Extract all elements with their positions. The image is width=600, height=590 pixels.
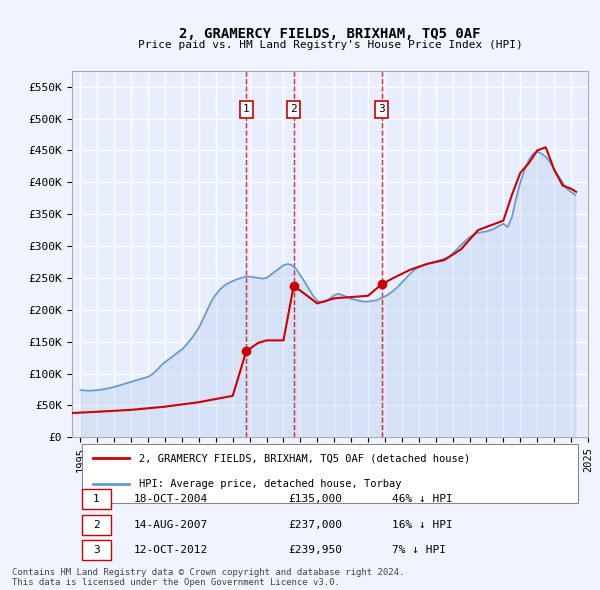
Text: 2: 2 — [93, 520, 100, 530]
Text: £237,000: £237,000 — [289, 520, 343, 530]
Text: 3: 3 — [93, 545, 100, 555]
Text: 2: 2 — [290, 104, 297, 114]
Text: Price paid vs. HM Land Registry's House Price Index (HPI): Price paid vs. HM Land Registry's House … — [137, 40, 523, 50]
Text: 18-OCT-2004: 18-OCT-2004 — [134, 494, 208, 504]
Text: £135,000: £135,000 — [289, 494, 343, 504]
Text: 1: 1 — [93, 494, 100, 504]
Text: 2, GRAMERCY FIELDS, BRIXHAM, TQ5 0AF: 2, GRAMERCY FIELDS, BRIXHAM, TQ5 0AF — [179, 27, 481, 41]
FancyBboxPatch shape — [82, 540, 110, 560]
Text: 14-AUG-2007: 14-AUG-2007 — [134, 520, 208, 530]
Text: 46% ↓ HPI: 46% ↓ HPI — [392, 494, 452, 504]
FancyBboxPatch shape — [82, 514, 110, 535]
Text: HPI: Average price, detached house, Torbay: HPI: Average price, detached house, Torb… — [139, 478, 401, 489]
Text: 2, GRAMERCY FIELDS, BRIXHAM, TQ5 0AF (detached house): 2, GRAMERCY FIELDS, BRIXHAM, TQ5 0AF (de… — [139, 453, 470, 463]
Text: 12-OCT-2012: 12-OCT-2012 — [134, 545, 208, 555]
Text: Contains HM Land Registry data © Crown copyright and database right 2024.
This d: Contains HM Land Registry data © Crown c… — [12, 568, 404, 587]
Text: 16% ↓ HPI: 16% ↓ HPI — [392, 520, 452, 530]
FancyBboxPatch shape — [82, 444, 578, 503]
Text: £239,950: £239,950 — [289, 545, 343, 555]
Text: 7% ↓ HPI: 7% ↓ HPI — [392, 545, 446, 555]
Text: 3: 3 — [378, 104, 385, 114]
Text: 1: 1 — [243, 104, 250, 114]
FancyBboxPatch shape — [82, 489, 110, 509]
